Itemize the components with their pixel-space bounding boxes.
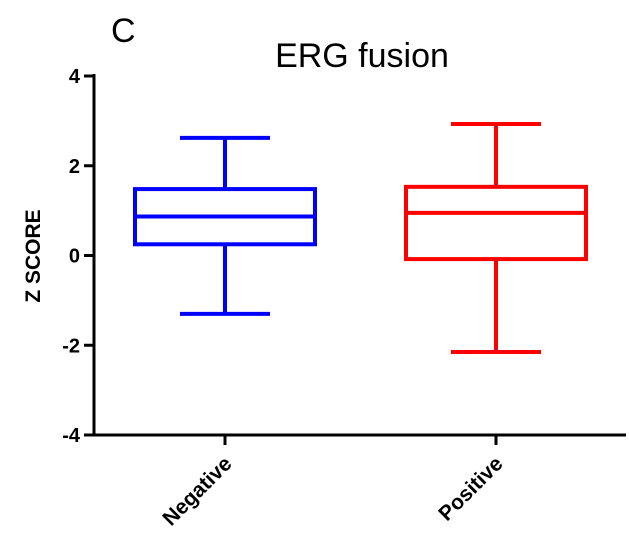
- axes: [92, 74, 626, 437]
- box-negative: [133, 135, 317, 316]
- x-tick-label-positive: Positive: [434, 452, 507, 525]
- x-tick-label-negative: Negative: [158, 452, 236, 530]
- y-ticks: -4 -2 0 2 4: [62, 66, 94, 447]
- y-tick-label: -2: [62, 335, 80, 357]
- y-tick-label: 2: [69, 156, 80, 178]
- y-axis-label: Z SCORE: [22, 209, 45, 302]
- iqr-box: [404, 184, 588, 262]
- chart-title: ERG fusion: [275, 37, 449, 75]
- panel-letter: C: [111, 12, 136, 50]
- y-tick-label: 0: [69, 246, 80, 268]
- y-tick-label: -4: [62, 425, 81, 447]
- boxes: [133, 122, 588, 354]
- x-ticks: Negative Positive: [158, 435, 508, 530]
- y-tick-label: 4: [69, 66, 81, 88]
- box-positive: [404, 122, 588, 354]
